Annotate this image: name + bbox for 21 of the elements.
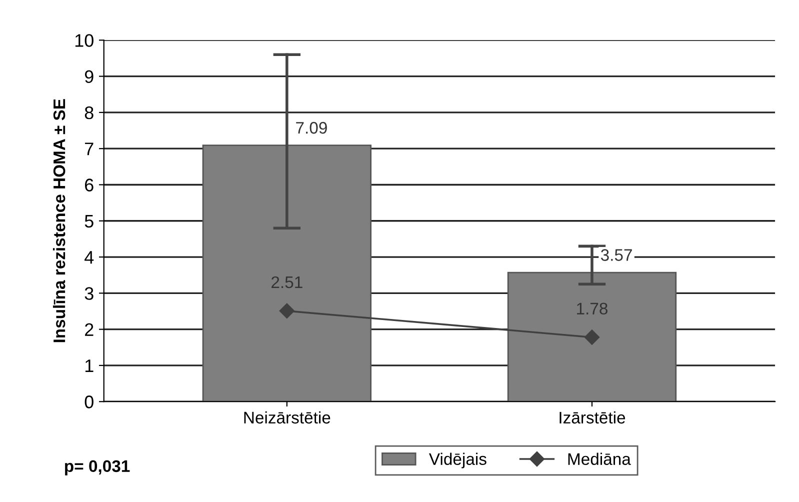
y-tick-label: 7 (85, 142, 94, 156)
data-label: 1.78 (577, 302, 608, 315)
y-tick-label: 10 (75, 34, 94, 47)
y-tick-label: 1 (85, 360, 94, 372)
text: p= 0,031 (65, 460, 130, 476)
data-label: 2.51 (272, 276, 302, 288)
y-tick-label: 4 (84, 251, 94, 264)
x-tick-label: Izārstētie (560, 411, 626, 424)
legend-label: Vidējais (428, 452, 486, 468)
y-tick-label: 5 (84, 215, 94, 228)
y-tick-label: 9 (84, 70, 94, 84)
y-tick-label: 2 (85, 323, 94, 336)
y-tick-label: 8 (84, 106, 94, 120)
x-tick-label: Neizārstētie (244, 411, 330, 424)
y-tick-label: 6 (85, 178, 94, 192)
y-axis-title: Insulīna rezistence HOMA ± SE (52, 99, 66, 342)
y-tick-label: 3 (84, 287, 94, 300)
y-tick-label: 0 (84, 396, 94, 408)
data-label: 3.57 (600, 249, 632, 261)
legend-label: Mediāna (568, 452, 631, 465)
data-label: 7.09 (296, 122, 327, 134)
